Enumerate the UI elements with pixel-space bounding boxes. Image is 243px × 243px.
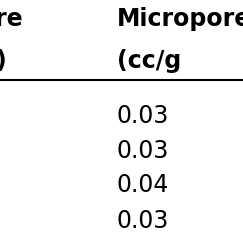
Text: ): )	[0, 49, 6, 73]
Text: Micropore: Micropore	[117, 7, 243, 31]
Text: 0.03: 0.03	[117, 139, 169, 163]
Text: 0.04: 0.04	[117, 173, 169, 197]
Text: 0.03: 0.03	[117, 104, 169, 129]
Text: (cc/g: (cc/g	[117, 49, 181, 73]
Text: 0.03: 0.03	[117, 209, 169, 233]
Text: re: re	[0, 7, 23, 31]
